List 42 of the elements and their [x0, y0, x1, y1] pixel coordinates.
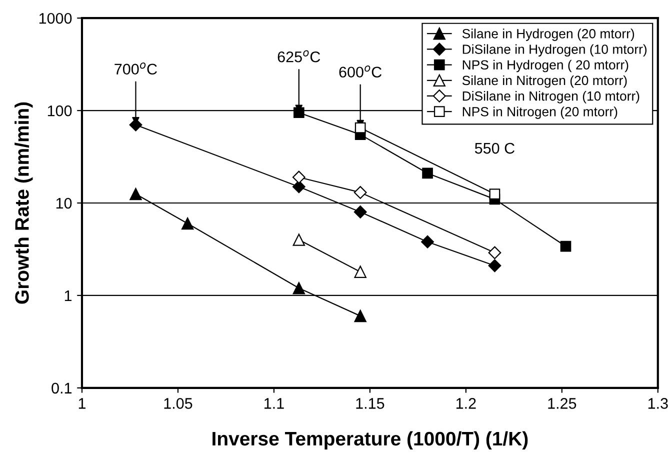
point: [354, 122, 366, 134]
annotation: 700$^{o}$C: [114, 62, 157, 75]
y-tick-label: 1: [64, 290, 72, 301]
y-axis-title: Growth Rate (nm/min): [14, 102, 33, 304]
legend-label: Silane in Nitrogen (20 mtorr): [462, 75, 627, 88]
point: [489, 188, 500, 200]
x-tick-label: 1.3: [648, 398, 668, 409]
y-tick-label: 10: [56, 198, 72, 209]
annotation: 625$^{o}$C: [278, 50, 320, 62]
point: [292, 180, 306, 194]
x-axis-title: Inverse Temperature (1000/T) (1/K): [212, 431, 528, 450]
point: [292, 170, 306, 184]
point: [354, 186, 367, 199]
point: [130, 188, 142, 200]
legend-label: DiSilane in Nitrogen (10 mtorr): [462, 91, 640, 104]
annotation: 600$^{o}$C: [339, 66, 382, 78]
point: [421, 235, 434, 248]
x-tick-label: 1.05: [164, 398, 192, 409]
point: [488, 246, 502, 260]
legend-label: NPS in Hydrogen ( 20 mtorr): [462, 60, 628, 72]
x-tick-label: 1.15: [356, 398, 384, 409]
point: [293, 107, 304, 118]
point: [354, 266, 366, 278]
y-tick-label: 100: [48, 105, 72, 116]
point: [292, 234, 306, 246]
legend-label: NPS in Nitrogen (20 mtorr): [462, 106, 618, 119]
point: [354, 310, 366, 322]
annotation: 550 C: [474, 142, 515, 154]
legend-label: DiSilane in Hydrogen (10 mtorr): [462, 44, 647, 57]
point: [292, 282, 306, 294]
point: [422, 168, 433, 179]
point: [488, 259, 502, 272]
point: [560, 240, 572, 252]
x-tick-label: 1.2: [456, 398, 476, 409]
legend-label: Silane in Hydrogen (20 mtorr): [462, 28, 634, 41]
point: [354, 206, 367, 218]
x-tick-label: 1.25: [548, 398, 576, 409]
y-tick-label: 1000: [39, 12, 72, 24]
point: [181, 217, 194, 230]
x-tick-label: 1.1: [264, 398, 284, 409]
x-tick-label: 1: [78, 398, 86, 409]
y-tick-label: 0.1: [52, 382, 72, 394]
